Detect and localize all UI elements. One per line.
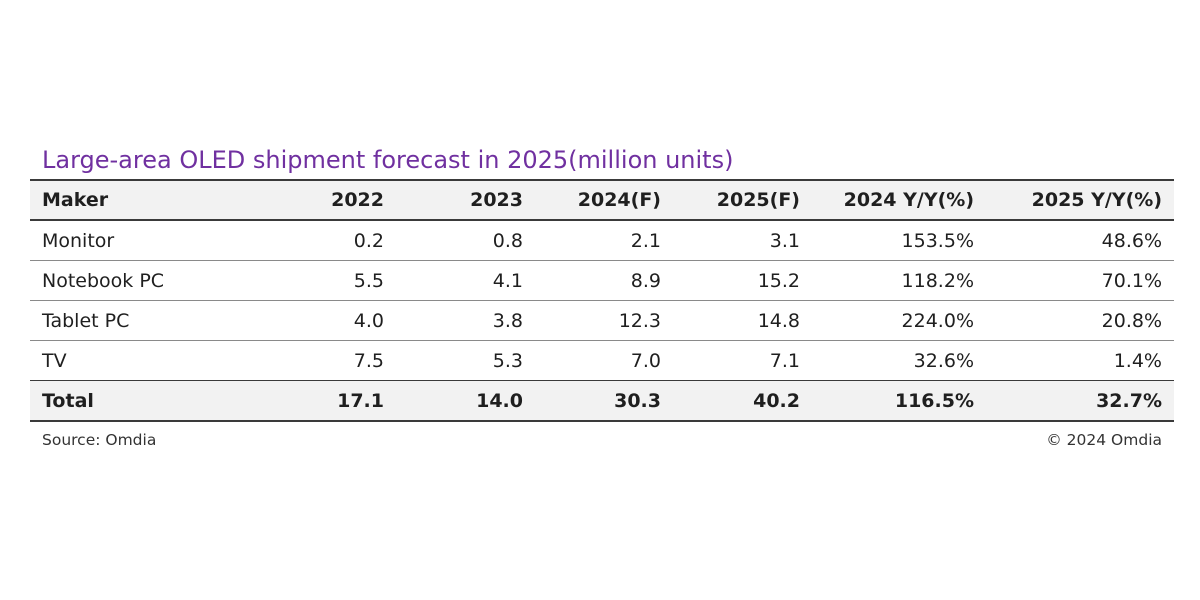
table-cell: 4.0 (270, 300, 396, 341)
table-cell: 14.8 (673, 300, 812, 341)
table-cell: 7.0 (535, 340, 673, 381)
table-cell: 0.8 (396, 220, 535, 261)
column-header-2022: 2022 (270, 179, 396, 221)
column-header-2024-yy: 2024 Y/Y(%) (812, 179, 986, 221)
table-cell: 1.4% (986, 340, 1174, 381)
total-cell: 14.0 (396, 380, 535, 422)
total-cell: 116.5% (812, 380, 986, 422)
total-row: Total 17.1 14.0 30.3 40.2 116.5% 32.7% (30, 380, 1174, 422)
table-cell: 4.1 (396, 260, 535, 301)
table-row: TV 7.5 5.3 7.0 7.1 32.6% 1.4% (30, 340, 1174, 381)
table-cell: 48.6% (986, 220, 1174, 261)
table-row: Notebook PC 5.5 4.1 8.9 15.2 118.2% 70.1… (30, 260, 1174, 301)
total-cell: 40.2 (673, 380, 812, 422)
total-cell: 30.3 (535, 380, 673, 422)
column-header-2023: 2023 (396, 179, 535, 221)
table-cell: 12.3 (535, 300, 673, 341)
chart-title: Large-area OLED shipment forecast in 202… (42, 146, 734, 174)
table-cell: 5.3 (396, 340, 535, 381)
table-cell: 118.2% (812, 260, 986, 301)
table-cell: 32.6% (812, 340, 986, 381)
column-header-maker: Maker (30, 179, 270, 221)
table-cell: 20.8% (986, 300, 1174, 341)
table-cell: 3.1 (673, 220, 812, 261)
header-row: Maker 2022 2023 2024(F) 2025(F) 2024 Y/Y… (30, 179, 1174, 221)
total-label: Total (30, 380, 270, 422)
row-label: Monitor (30, 220, 270, 261)
total-cell: 17.1 (270, 380, 396, 422)
row-label: Notebook PC (30, 260, 270, 301)
data-table: Maker 2022 2023 2024(F) 2025(F) 2024 Y/Y… (30, 179, 1174, 422)
row-label: Tablet PC (30, 300, 270, 341)
table-cell: 2.1 (535, 220, 673, 261)
table-cell: 15.2 (673, 260, 812, 301)
table-cell: 0.2 (270, 220, 396, 261)
table-cell: 7.5 (270, 340, 396, 381)
table-cell: 224.0% (812, 300, 986, 341)
table-cell: 70.1% (986, 260, 1174, 301)
table-cell: 8.9 (535, 260, 673, 301)
table-cell: 153.5% (812, 220, 986, 261)
table-row: Monitor 0.2 0.8 2.1 3.1 153.5% 48.6% (30, 220, 1174, 261)
chart-container: Large-area OLED shipment forecast in 202… (30, 143, 1174, 454)
table-footer: Source: Omdia © 2024 Omdia (30, 422, 1174, 454)
row-label: TV (30, 340, 270, 381)
copyright-note: © 2024 Omdia (1046, 431, 1162, 449)
table-cell: 5.5 (270, 260, 396, 301)
table-cell: 7.1 (673, 340, 812, 381)
total-cell: 32.7% (986, 380, 1174, 422)
source-note: Source: Omdia (42, 431, 157, 449)
column-header-2024f: 2024(F) (535, 179, 673, 221)
column-header-2025f: 2025(F) (673, 179, 812, 221)
column-header-2025-yy: 2025 Y/Y(%) (986, 179, 1174, 221)
table-row: Tablet PC 4.0 3.8 12.3 14.8 224.0% 20.8% (30, 300, 1174, 341)
table-cell: 3.8 (396, 300, 535, 341)
